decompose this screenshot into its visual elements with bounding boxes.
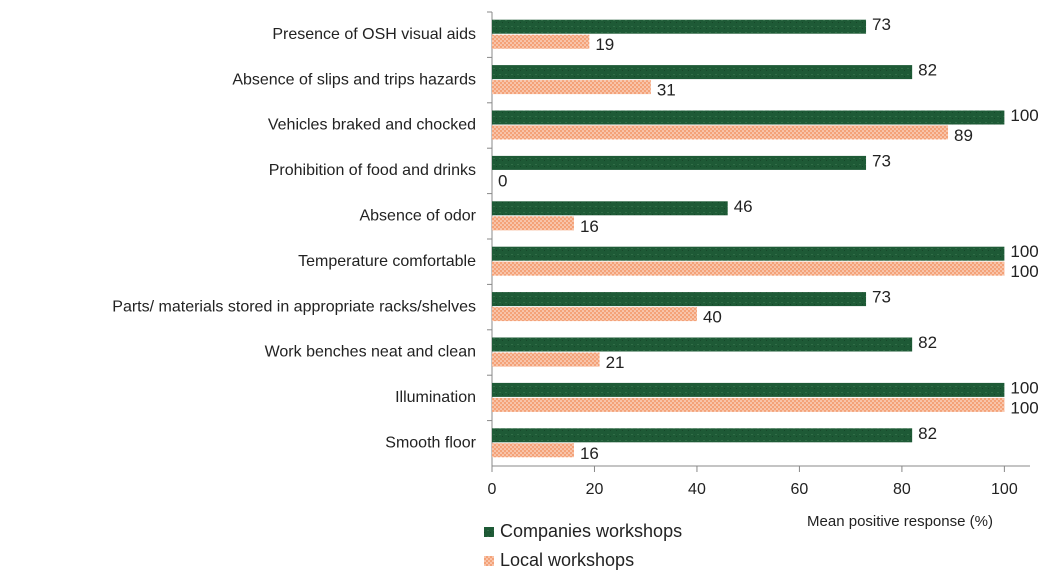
- x-tick-label: 0: [488, 481, 497, 498]
- bar: [492, 246, 1005, 261]
- x-tick-label: 20: [586, 481, 604, 498]
- data-label: 100: [1010, 242, 1038, 261]
- data-label: 82: [918, 61, 937, 80]
- x-tick-label: 40: [688, 481, 706, 498]
- bar: [492, 34, 590, 49]
- bar: [492, 261, 1005, 276]
- x-tick-label: 80: [893, 481, 911, 498]
- category-label: Absence of slips and trips hazards: [232, 71, 476, 88]
- data-label: 0: [498, 171, 507, 190]
- bar: [492, 428, 913, 443]
- legend-label: Companies workshops: [500, 521, 682, 541]
- category-label: Temperature comfortable: [298, 253, 476, 270]
- data-label: 100: [1010, 378, 1038, 397]
- data-label: 46: [734, 197, 753, 216]
- bar: [492, 125, 949, 140]
- category-label: Parts/ materials stored in appropriate r…: [112, 298, 476, 315]
- data-label: 40: [703, 308, 722, 327]
- data-label: 100: [1010, 398, 1038, 417]
- data-label: 31: [657, 81, 676, 100]
- bar: [492, 397, 1005, 412]
- data-label: 100: [1010, 262, 1038, 281]
- category-label: Illumination: [395, 389, 476, 406]
- data-label: 82: [918, 333, 937, 352]
- data-label: 89: [954, 126, 973, 145]
- bar: [492, 216, 574, 231]
- bar: [492, 352, 600, 367]
- bar: [492, 110, 1005, 125]
- x-tick-label: 60: [791, 481, 809, 498]
- bar: [492, 307, 697, 322]
- data-label: 21: [606, 353, 625, 372]
- bar: [492, 201, 728, 216]
- bar: [492, 80, 651, 95]
- category-label: Presence of OSH visual aids: [272, 26, 476, 43]
- legend-label: Local workshops: [500, 550, 634, 570]
- data-label: 73: [872, 15, 891, 34]
- x-axis-label: Mean positive response (%): [807, 513, 993, 530]
- data-label: 73: [872, 288, 891, 307]
- data-label: 16: [580, 444, 599, 463]
- category-label: Work benches neat and clean: [265, 344, 476, 361]
- data-label: 73: [872, 151, 891, 170]
- legend-swatch: [484, 527, 494, 537]
- data-label: 82: [918, 424, 937, 443]
- data-label: 16: [580, 217, 599, 236]
- category-label: Prohibition of food and drinks: [269, 162, 476, 179]
- bar: [492, 382, 1005, 397]
- bar: [492, 19, 867, 34]
- bar: [492, 65, 913, 80]
- bar: [492, 155, 867, 170]
- category-label: Absence of odor: [359, 208, 476, 225]
- category-label: Vehicles braked and chocked: [268, 117, 476, 134]
- data-label: 19: [595, 35, 614, 54]
- bar: [492, 292, 867, 307]
- bar: [492, 337, 913, 352]
- x-tick-label: 100: [991, 481, 1018, 498]
- data-label: 100: [1010, 106, 1038, 125]
- category-label: Smooth floor: [385, 435, 476, 452]
- legend-swatch: [484, 556, 494, 566]
- bar: [492, 443, 574, 458]
